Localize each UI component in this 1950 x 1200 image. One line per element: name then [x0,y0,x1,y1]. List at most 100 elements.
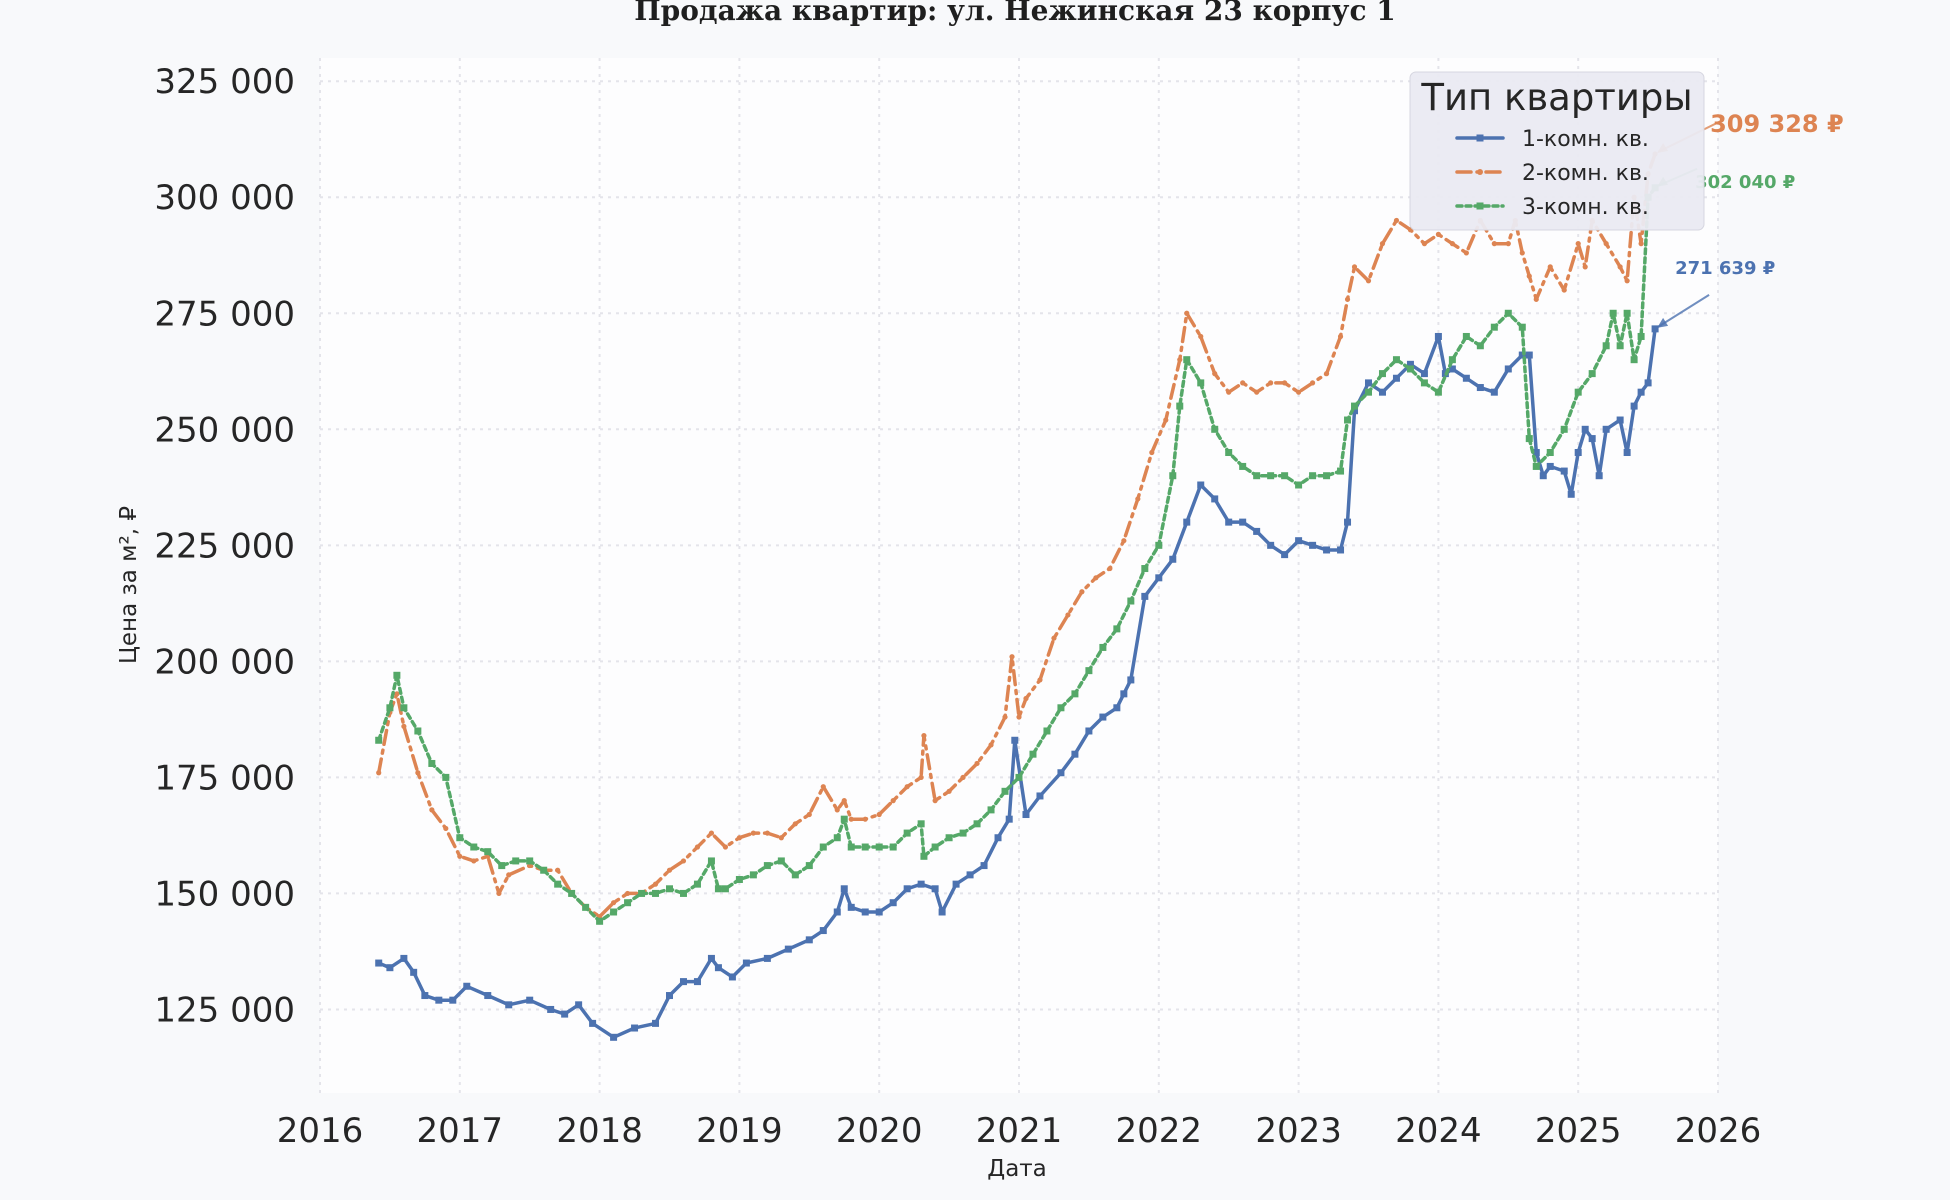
series-3-point [596,917,604,925]
series-3-point [512,857,520,865]
series-3-point [1392,356,1400,364]
x-tick-label: 2017 [417,1111,504,1151]
series-3-point [1085,667,1093,675]
series-2-point [1163,417,1169,423]
series-3-point [833,834,841,842]
series-3-point [554,880,562,888]
series-3-point [1281,472,1289,480]
series-1-point [652,1019,660,1027]
series-1-point [938,908,946,916]
legend-title: Тип квартиры [1420,76,1692,119]
series-3-point [1434,388,1442,396]
tick-labels: 2016 2017 2018 2019 2020 2021 2022 2023 2024 2025… [154,62,1761,1151]
series-1-point [728,973,736,981]
series-1-point [575,1001,583,1009]
series-1-point [679,978,687,986]
series-3-point [666,885,673,893]
series-3-point [1560,425,1568,433]
series-3-point [610,908,618,916]
series-2-point [429,807,435,813]
series-1-point [742,959,750,967]
legend-marker-3 [1476,202,1484,210]
series-3-point [889,843,897,851]
series-3-point [428,759,436,767]
series-3-point [903,829,911,837]
series-3-point [393,671,401,679]
series-1-point [1637,388,1645,396]
series-2-point [862,816,868,822]
series-1-point [1588,435,1596,443]
x-tick-label: 2018 [556,1111,643,1151]
series-1-point [1113,704,1121,712]
series-3-point [920,852,928,860]
series-3-point [386,704,394,712]
y-tick-label: 175 000 [154,758,295,798]
series-3-point [1602,342,1610,350]
series-1-point [784,945,792,953]
series-1-point [1169,555,1177,563]
series-3-point [917,820,925,828]
series-1-point [1525,351,1533,359]
series-2-point [471,858,477,864]
series-2-point [1435,231,1441,237]
series-1-point [1183,518,1191,526]
series-3-point [945,834,953,842]
y-tick-label: 250 000 [154,410,295,450]
series-1-point [763,954,771,962]
series-2-point [1582,264,1588,270]
series-3-point [707,857,715,865]
series-3-point [414,727,422,735]
series-1-point [693,978,701,986]
series-2-point [457,853,463,859]
series-3-point [1518,323,1526,331]
series-3-point [1323,472,1331,480]
series-1-point [1532,449,1540,457]
series-2-point [1177,357,1183,363]
series-1-point [1602,425,1610,433]
series-2-point [841,798,847,804]
series-2-point [1365,278,1372,284]
series-1-point [889,899,897,907]
y-tick-label: 225 000 [154,526,295,566]
series-2-point [1575,241,1581,247]
series-2-point [890,798,896,804]
series-2-point [1533,296,1539,302]
annotations: 271 639 ₽ 309 328 ₽ 302 040 ₽ [1657,110,1844,328]
x-tick-label: 2022 [1116,1111,1203,1151]
series-1-point [1476,384,1484,392]
series-3-point [1127,597,1135,605]
series-1-point [917,880,925,888]
series-3-point [1176,402,1184,410]
series-2-point [750,830,756,836]
series-1-point [903,885,911,893]
series-3-point [1337,467,1345,475]
series-1-point [1127,676,1135,684]
series-2-point [694,844,701,850]
series-2-point [1135,496,1141,502]
series-2-point [1037,677,1043,683]
y-tick-label: 150 000 [154,874,295,914]
series-2-point [932,798,938,804]
series-2-point [1449,241,1455,247]
series-1-point [1462,374,1470,382]
series-3-point [1406,365,1414,373]
series-2-point [1344,296,1351,302]
series-1-point [805,936,813,944]
series-1-point [952,880,960,888]
series-2-point [960,774,966,780]
series-3-point [638,889,646,897]
series-2-point [1009,654,1015,660]
series-1-point [1546,462,1554,470]
series-3-point [1378,370,1386,378]
series-3-point [840,815,848,823]
series-3-point [624,899,632,907]
series-3-point [819,843,827,851]
series-3-point [1155,541,1163,549]
series-3-point [1211,425,1219,433]
series-3-point [1351,402,1359,410]
series-1-point [1504,365,1512,373]
series-3-point [777,857,785,865]
series-2-point [1240,380,1246,386]
series-3-point [1574,388,1582,396]
series-3-point [400,704,408,712]
